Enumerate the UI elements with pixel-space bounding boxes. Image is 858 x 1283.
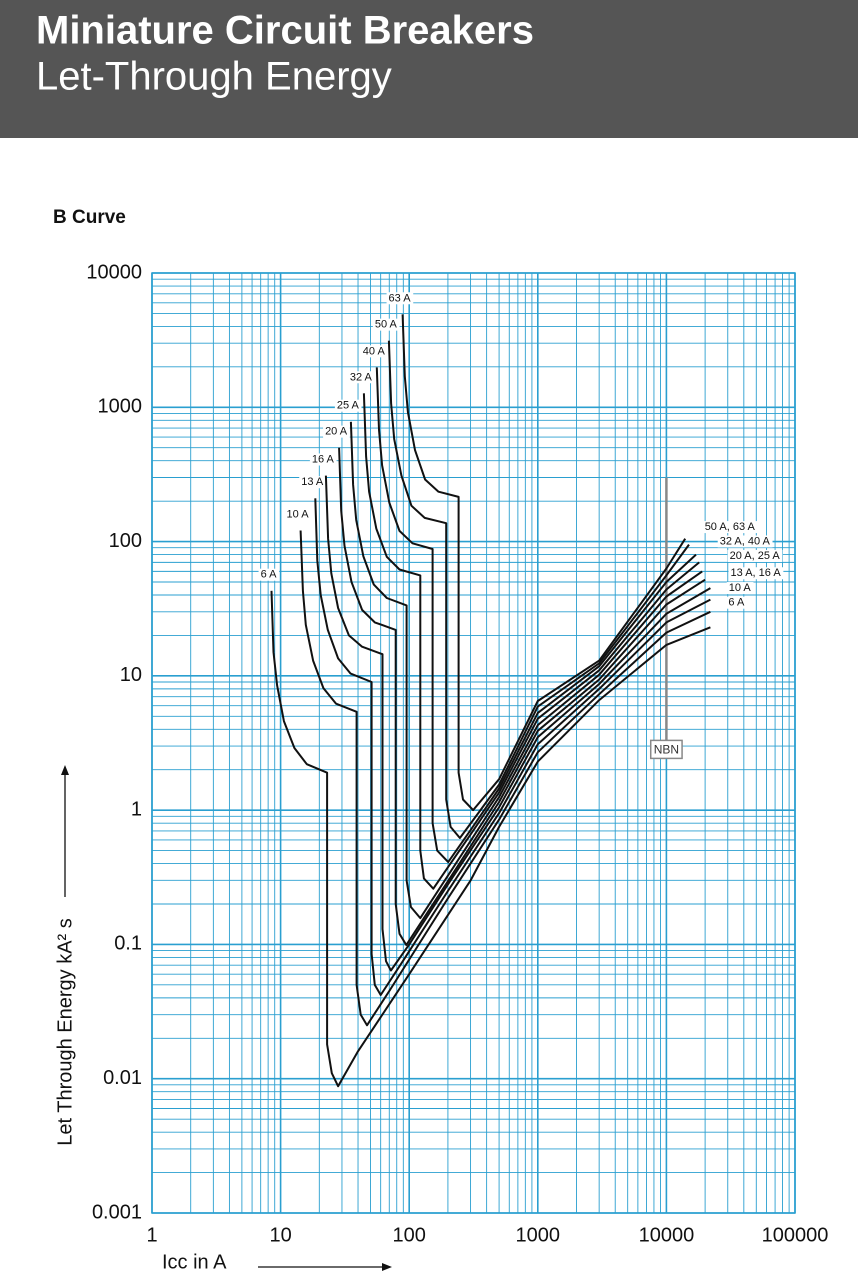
x-tick-label: 100 [393,1224,426,1246]
end-label: 20 A, 25 A [730,550,781,562]
series-label: 16 A [312,453,335,465]
end-label-group: 10 A [726,582,754,595]
series-label-box [309,453,337,466]
reference-label-group: NBN [649,739,683,760]
series-label-box [347,371,375,384]
x-tick-label: 100000 [762,1224,829,1246]
series-label-box [284,508,312,521]
series-label-box [360,345,388,358]
y-tick-label: 100 [109,530,142,552]
series-label: 32 A [350,371,373,383]
end-label-group: 13 A, 16 A [728,567,784,580]
series-label-box [372,318,400,331]
series-label-box [258,568,280,581]
series-line [349,421,703,920]
series-label-group: 40 A [360,345,388,358]
series-label-group: 32 A [347,371,375,384]
series-line [401,314,687,812]
series-label: 40 A [363,345,386,357]
series-label: 50 A [375,319,398,331]
series-line [324,475,711,972]
series-label: 6 A [261,569,278,581]
x-tick-label: 1 [146,1224,157,1246]
end-label-group: 6 A [726,596,747,609]
series-line [362,393,700,890]
y-axis-label: Let Through Energy kA² s [54,918,76,1146]
series-label: 13 A [301,476,324,488]
end-label-box [728,567,784,580]
y-tick-label: 0.01 [103,1067,142,1089]
x-tick-label: 10000 [639,1224,695,1246]
series-line [387,340,690,839]
y-tick-label: 0.1 [114,933,142,955]
end-label-box [726,596,747,609]
end-label: 10 A [729,582,752,594]
series-label: 20 A [325,426,348,438]
y-tick-label: 10 [120,664,142,686]
reference-label-box [649,739,683,760]
x-tick-label: 1000 [516,1224,561,1246]
end-label: 13 A, 16 A [731,567,782,579]
series-label: 25 A [337,400,360,412]
series-line [270,590,711,1088]
end-label: 32 A, 40 A [720,535,771,547]
end-label: 50 A, 63 A [705,521,756,533]
x-tick-label: 10 [269,1224,291,1246]
header-title: Miniature Circuit Breakers [36,9,534,53]
end-label-group: 20 A, 25 A [727,549,783,562]
end-label-box [726,582,754,595]
header-subtitle: Let-Through Energy [36,55,392,99]
y-axis-arrowhead [61,765,69,775]
x-axis-label: Icc in A [162,1251,227,1273]
end-label-box [727,549,783,562]
y-tick-label: 0.001 [92,1201,142,1223]
end-label-group: 32 A, 40 A [717,535,773,548]
series-label-group: 16 A [309,453,337,466]
series-label-box [386,292,414,305]
series-label: 10 A [287,508,310,520]
end-label-box [717,535,773,548]
series-label-group: 25 A [334,399,362,412]
y-tick-label: 1000 [98,396,143,418]
series-label-box [299,476,326,489]
series-line [338,447,706,946]
series-label-group: 13 A [299,476,326,489]
series-label-group: 20 A [323,425,350,438]
y-tick-label: 10000 [86,261,142,283]
x-axis-arrowhead [382,1263,392,1271]
series-label: 63 A [389,292,412,304]
end-label-box [702,521,758,534]
chart-title: B Curve [53,207,126,228]
end-label-group: 50 A, 63 A [702,521,758,534]
series-line [314,498,711,996]
header-bar [0,0,858,138]
y-tick-label: 1 [131,798,142,820]
series-line [299,530,711,1027]
series-line [375,367,697,864]
series-label-group: 50 A [372,318,400,331]
plot-frame [151,272,796,1214]
series-label-box [334,399,362,412]
series-label-group: 63 A [386,292,414,305]
series-label-box [323,425,350,438]
end-label: 6 A [728,597,745,609]
series-label-group: 10 A [284,508,312,521]
series-label-group: 6 A [258,568,280,581]
reference-label: NBN [654,742,679,756]
